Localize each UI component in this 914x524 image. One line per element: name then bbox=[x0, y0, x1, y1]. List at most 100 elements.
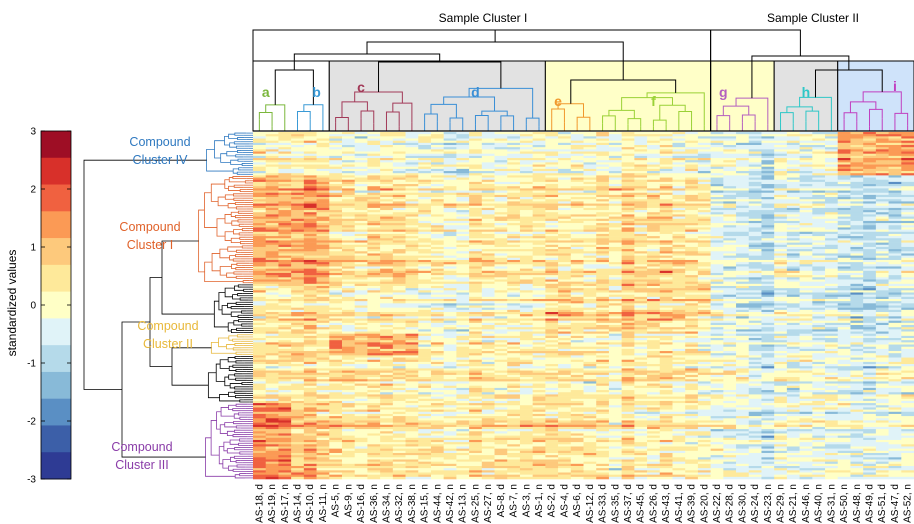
heatmap-cell bbox=[265, 171, 279, 174]
heatmap-cell bbox=[494, 325, 508, 328]
heatmap-cell bbox=[265, 249, 279, 252]
heatmap-cell bbox=[863, 275, 877, 278]
heatmap-cell bbox=[621, 207, 635, 211]
heatmap-cell bbox=[672, 244, 686, 248]
heatmap-cell bbox=[532, 225, 546, 228]
heatmap-cell bbox=[291, 218, 305, 222]
heatmap-cell bbox=[380, 233, 394, 237]
heatmap-cell bbox=[392, 184, 406, 187]
heatmap-cell bbox=[430, 242, 444, 246]
heatmap-cell bbox=[469, 242, 483, 246]
heatmap-cell bbox=[812, 316, 826, 319]
heatmap-cell bbox=[329, 272, 343, 276]
heatmap-cell bbox=[596, 175, 610, 178]
heatmap-cell bbox=[875, 205, 889, 209]
heatmap-cell bbox=[774, 207, 788, 211]
heatmap-cell bbox=[316, 305, 330, 308]
heatmap-cell bbox=[621, 249, 635, 252]
heatmap-cell bbox=[303, 281, 317, 285]
heatmap-cell bbox=[570, 244, 584, 248]
heatmap-cell bbox=[697, 238, 711, 241]
heatmap-cell bbox=[316, 275, 330, 278]
heatmap-cell bbox=[850, 151, 864, 154]
heatmap-cell bbox=[380, 290, 394, 293]
heatmap-cell bbox=[875, 210, 889, 213]
heatmap-cell bbox=[481, 134, 495, 137]
heatmap-cell bbox=[875, 177, 889, 181]
heatmap-cell bbox=[443, 335, 457, 339]
heatmap-cell bbox=[774, 309, 788, 313]
heatmap-cell bbox=[418, 301, 432, 304]
heatmap-cell bbox=[799, 290, 813, 293]
heatmap-cell bbox=[583, 255, 597, 259]
heatmap-cell bbox=[519, 312, 533, 315]
heatmap-cell bbox=[341, 251, 355, 254]
heatmap-cell bbox=[748, 288, 762, 291]
heatmap-cell bbox=[863, 220, 877, 224]
heatmap-cell bbox=[494, 184, 508, 187]
heatmap-cell bbox=[837, 309, 851, 313]
heatmap-cell bbox=[723, 184, 737, 187]
heatmap-cell bbox=[621, 253, 635, 256]
heatmap-cell bbox=[863, 327, 877, 330]
heatmap-cell bbox=[494, 186, 508, 189]
heatmap-cell bbox=[761, 160, 775, 163]
heatmap-cell bbox=[405, 199, 419, 202]
heatmap-cell bbox=[507, 134, 521, 137]
heatmap-cell bbox=[570, 298, 584, 302]
heatmap-cell bbox=[329, 223, 343, 226]
heatmap-cell bbox=[596, 149, 610, 152]
heatmap-cell bbox=[634, 233, 648, 237]
heatmap-cell bbox=[608, 240, 622, 243]
heatmap-cell bbox=[558, 220, 572, 224]
heatmap-cell bbox=[481, 231, 495, 235]
heatmap-cell bbox=[341, 298, 355, 302]
heatmap-cell bbox=[545, 242, 559, 246]
heatmap-cell bbox=[430, 188, 444, 191]
heatmap-cell bbox=[354, 238, 368, 241]
heatmap-cell bbox=[697, 205, 711, 209]
heatmap-cell bbox=[621, 314, 635, 317]
heatmap-cell bbox=[647, 312, 661, 315]
heatmap-cell bbox=[316, 320, 330, 324]
heatmap-cell bbox=[469, 246, 483, 250]
heatmap-cell bbox=[863, 168, 877, 172]
heatmap-cell bbox=[507, 210, 521, 213]
heatmap-cell bbox=[608, 257, 622, 261]
heatmap-cell bbox=[583, 184, 597, 187]
heatmap-cell bbox=[316, 255, 330, 259]
heatmap-cell bbox=[418, 199, 432, 202]
heatmap-cell bbox=[507, 231, 521, 235]
heatmap-cell bbox=[316, 160, 330, 163]
heatmap-cell bbox=[507, 238, 521, 241]
heatmap-cell bbox=[303, 331, 317, 334]
heatmap-cell bbox=[405, 249, 419, 252]
heatmap-cell bbox=[748, 329, 762, 332]
heatmap-cell bbox=[545, 216, 559, 220]
heatmap-cell bbox=[748, 194, 762, 198]
heatmap-cell bbox=[583, 312, 597, 315]
heatmap-cell bbox=[583, 210, 597, 213]
heatmap-cell bbox=[341, 192, 355, 196]
heatmap-cell bbox=[901, 290, 914, 293]
heatmap-cell bbox=[367, 264, 381, 267]
heatmap-cell bbox=[888, 312, 902, 315]
heatmap-cell bbox=[888, 168, 902, 172]
heatmap-cell bbox=[825, 216, 839, 220]
heatmap-cell bbox=[341, 220, 355, 224]
heatmap-cell bbox=[354, 223, 368, 226]
heatmap-cell bbox=[825, 249, 839, 252]
heatmap-cell bbox=[253, 329, 267, 332]
heatmap-cell bbox=[430, 220, 444, 224]
heatmap-cell bbox=[736, 335, 750, 339]
heatmap-cell bbox=[481, 288, 495, 291]
heatmap-cell bbox=[608, 296, 622, 300]
heatmap-cell bbox=[748, 203, 762, 207]
heatmap-cell bbox=[659, 225, 673, 228]
heatmap-cell bbox=[303, 335, 317, 339]
heatmap-cell bbox=[380, 305, 394, 308]
heatmap-cell bbox=[875, 279, 889, 282]
heatmap-cell bbox=[736, 231, 750, 235]
heatmap-cell bbox=[291, 173, 305, 176]
heatmap-cell bbox=[596, 325, 610, 328]
